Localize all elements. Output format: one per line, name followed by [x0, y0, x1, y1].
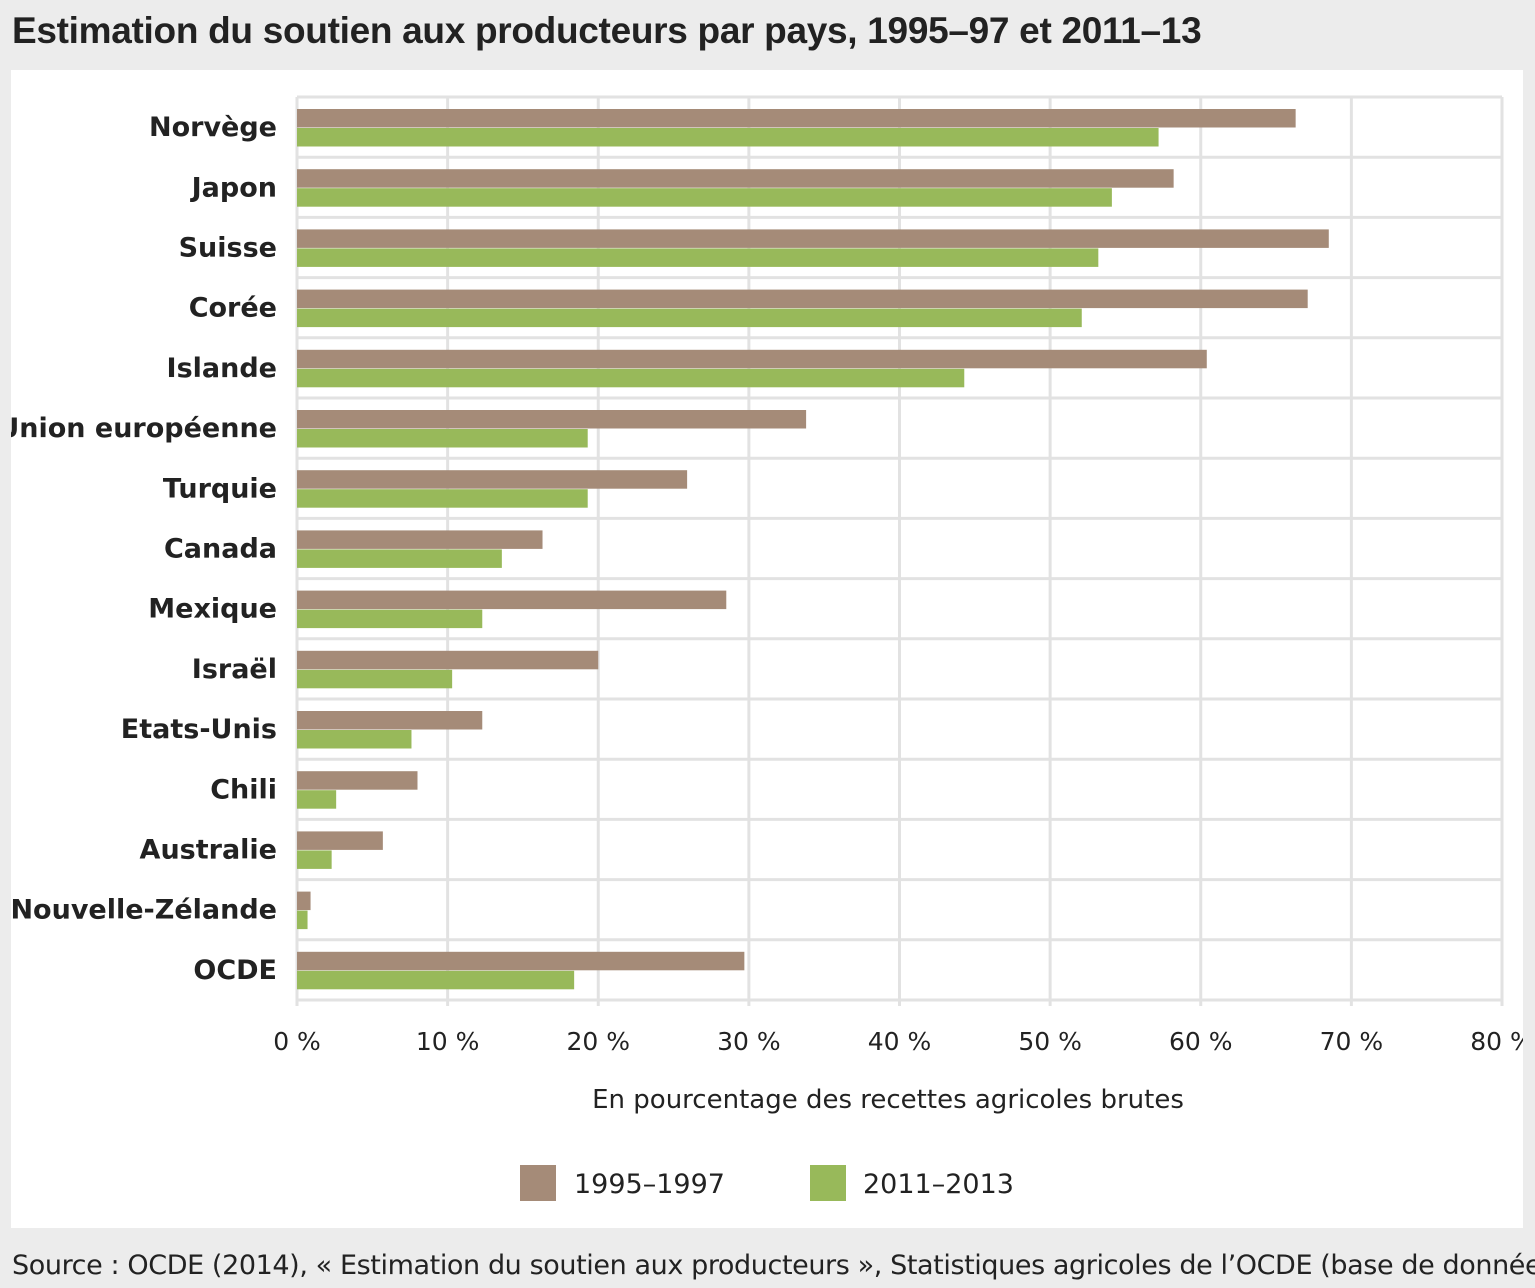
bar-chart: Norvège Japon Suisse Corée Islande Union euro… — [11, 95, 1523, 1201]
bar-series-1 — [297, 169, 1174, 188]
bar-series-2 — [297, 489, 588, 508]
bar-series-2 — [297, 910, 308, 930]
bars — [297, 109, 1329, 990]
bar-series-2 — [297, 970, 575, 990]
x-tick-label: 40 % — [868, 1027, 932, 1056]
category-label: Suisse — [179, 233, 277, 264]
x-tick-label: 20 % — [566, 1027, 630, 1056]
category-label: Norvège — [149, 112, 277, 143]
x-tick-label: 30 % — [717, 1027, 781, 1056]
bar-series-1 — [297, 831, 383, 850]
bar-series-2 — [297, 790, 337, 809]
bar-series-1 — [297, 771, 418, 790]
bar-series-1 — [297, 109, 1296, 128]
bar-series-2 — [297, 248, 1099, 267]
category-label: Canada — [164, 534, 277, 565]
bar-series-1 — [297, 891, 311, 911]
chart-panel: Norvège Japon Suisse Corée Islande Union euro… — [11, 70, 1523, 1228]
x-tick-label: 10 % — [416, 1027, 480, 1056]
bar-series-1 — [297, 349, 1207, 369]
category-label: Etats-Unis — [121, 714, 277, 745]
legend: 1995–1997 2011–2013 — [520, 1165, 1014, 1201]
chart-title: Estimation du soutien aux producteurs pa… — [12, 10, 1202, 51]
bar-series-1 — [297, 590, 727, 610]
bar-series-2 — [297, 730, 412, 749]
category-label: Chili — [210, 774, 277, 805]
bar-series-1 — [297, 470, 688, 489]
bar-series-1 — [297, 711, 483, 730]
legend-label: 2011–2013 — [863, 1169, 1014, 1200]
bar-series-1 — [297, 229, 1329, 248]
category-label: Corée — [189, 293, 277, 324]
category-label: OCDE — [193, 955, 277, 986]
category-label: Nouvelle-Zélande — [11, 895, 277, 926]
category-labels: Norvège Japon Suisse Corée Islande Union euro… — [11, 112, 277, 986]
bar-series-2 — [297, 429, 588, 448]
bar-series-2 — [297, 128, 1159, 147]
bar-series-1 — [297, 951, 745, 971]
x-tick-labels: 0 % 10 % 20 % 30 % 40 % 50 % 60 % 70 % 80 % — [273, 1027, 1523, 1056]
bar-series-2 — [297, 368, 965, 388]
bar-series-1 — [297, 650, 599, 670]
bar-series-2 — [297, 850, 332, 869]
category-label: Japon — [190, 172, 277, 203]
category-label: Mexique — [148, 594, 277, 625]
legend-swatch — [810, 1165, 846, 1201]
category-label: Turquie — [163, 473, 277, 504]
x-tick-label: 60 % — [1169, 1027, 1233, 1056]
bar-series-2 — [297, 609, 483, 629]
bar-series-2 — [297, 308, 1082, 328]
x-tick-label: 70 % — [1320, 1027, 1384, 1056]
category-label: Islande — [167, 353, 277, 384]
x-tick-label: 80 % — [1470, 1027, 1523, 1056]
bar-series-1 — [297, 410, 807, 429]
bar-series-1 — [297, 530, 543, 549]
bar-series-1 — [297, 289, 1308, 309]
x-axis-title: En pourcentage des recettes agricoles br… — [592, 1085, 1184, 1115]
source-note: Source : OCDE (2014), « Estimation du so… — [12, 1250, 1535, 1281]
category-label: Australie — [140, 835, 277, 866]
x-tick-label: 50 % — [1018, 1027, 1082, 1056]
bar-series-2 — [297, 549, 502, 568]
bar-series-2 — [297, 669, 453, 689]
category-label: Union européenne — [11, 413, 277, 444]
bar-series-2 — [297, 188, 1112, 207]
legend-swatch — [520, 1165, 556, 1201]
x-tick-label: 0 % — [273, 1027, 321, 1056]
legend-label: 1995–1997 — [574, 1169, 725, 1200]
category-label: Israël — [192, 654, 277, 685]
